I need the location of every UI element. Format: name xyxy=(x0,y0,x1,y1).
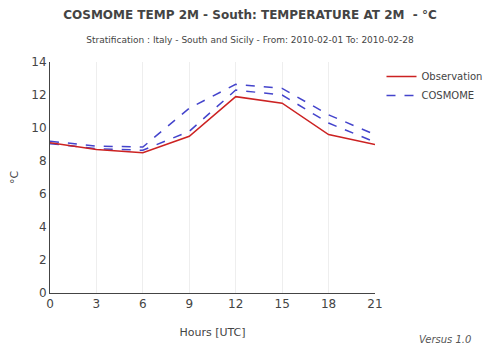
svg-text:°C: °C xyxy=(8,171,21,185)
svg-text:14: 14 xyxy=(31,55,46,69)
svg-text:6: 6 xyxy=(39,187,47,201)
svg-text:Hours [UTC]: Hours [UTC] xyxy=(179,326,245,339)
svg-text:0: 0 xyxy=(46,297,54,311)
svg-text:21: 21 xyxy=(367,297,382,311)
svg-text:6: 6 xyxy=(139,297,147,311)
svg-text:2: 2 xyxy=(39,253,47,267)
svg-text:0: 0 xyxy=(39,286,47,300)
svg-text:18: 18 xyxy=(321,297,336,311)
svg-text:Versus 1.0: Versus 1.0 xyxy=(419,334,471,345)
svg-text:Stratification : Italy - South: Stratification : Italy - South and Sicil… xyxy=(86,35,414,45)
svg-text:3: 3 xyxy=(93,297,101,311)
svg-text:12: 12 xyxy=(31,88,46,102)
svg-text:8: 8 xyxy=(39,154,47,168)
svg-text:10: 10 xyxy=(31,121,46,135)
svg-text:4: 4 xyxy=(39,220,47,234)
svg-text:15: 15 xyxy=(274,297,289,311)
svg-text:12: 12 xyxy=(228,297,243,311)
svg-text:9: 9 xyxy=(185,297,193,311)
svg-text:COSMOME: COSMOME xyxy=(422,90,475,101)
svg-text:COSMOME TEMP 2M - South: TEMPE: COSMOME TEMP 2M - South: TEMPERATURE AT … xyxy=(63,8,437,22)
svg-text:Observation: Observation xyxy=(422,71,483,82)
